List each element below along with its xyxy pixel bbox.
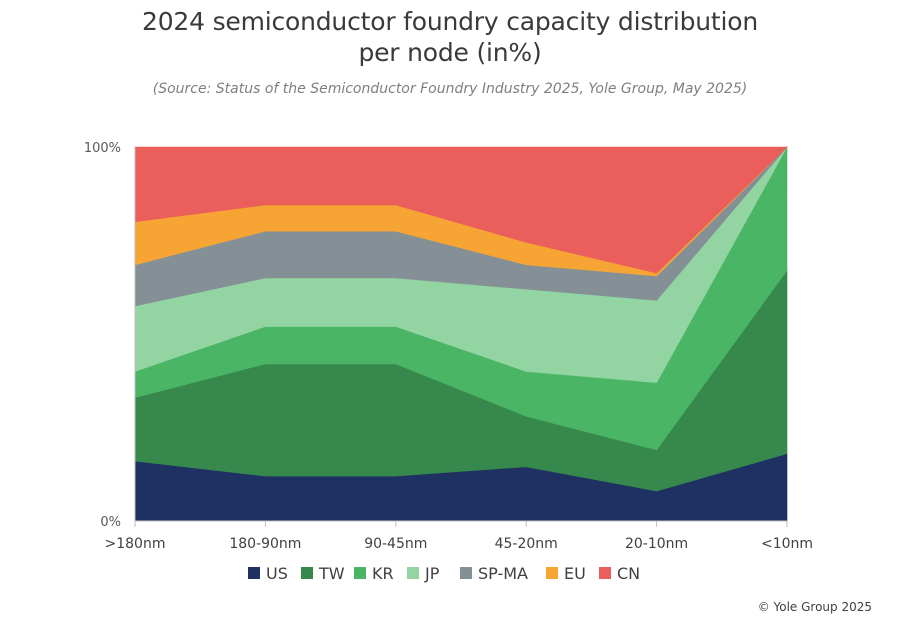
legend-swatch-kr [354,567,366,579]
legend-swatch-cn [599,567,611,579]
x-tick-label: <10nm [761,536,813,552]
x-tick-label: 90-45nm [364,536,427,552]
x-tick-label: 20-10nm [625,536,688,552]
copyright-notice: © Yole Group 2025 [757,600,872,614]
x-tick-label: 45-20nm [495,536,558,552]
legend-label-us: US [266,564,288,583]
area-cn [134,146,788,274]
legend-label-kr: KR [372,564,394,583]
y-tick-label: 0% [100,515,121,530]
legend-swatch-eu [546,567,558,579]
legend-swatch-us [248,567,260,579]
y-tick-label: 100% [84,141,121,156]
x-tick-label: 180-90nm [229,536,301,552]
legend-label-tw: TW [318,564,345,583]
chart-subtitle: (Source: Status of the Semiconductor Fou… [152,81,748,97]
legend-swatch-sp-ma [460,567,472,579]
legend-swatch-jp [407,567,419,579]
legend-label-eu: EU [564,564,586,583]
chart-title: 2024 semiconductor foundry capacity dist… [0,6,900,68]
axes: 0% 100% >180nm 180-90nm 90-45nm 45-20nm 20-10n… [84,141,813,552]
legend-swatch-tw [301,567,313,579]
chart-title-line-2: per node (in%) [358,38,542,67]
area-layers [134,145,788,522]
x-tick-label: >180nm [105,536,166,552]
legend: US TW KR JP SP-MA EU CN [248,564,640,583]
legend-label-sp-ma: SP-MA [478,564,528,583]
chart-title-line-1: 2024 semiconductor foundry capacity dist… [142,7,758,36]
legend-label-jp: JP [424,564,440,583]
legend-label-cn: CN [617,564,640,583]
